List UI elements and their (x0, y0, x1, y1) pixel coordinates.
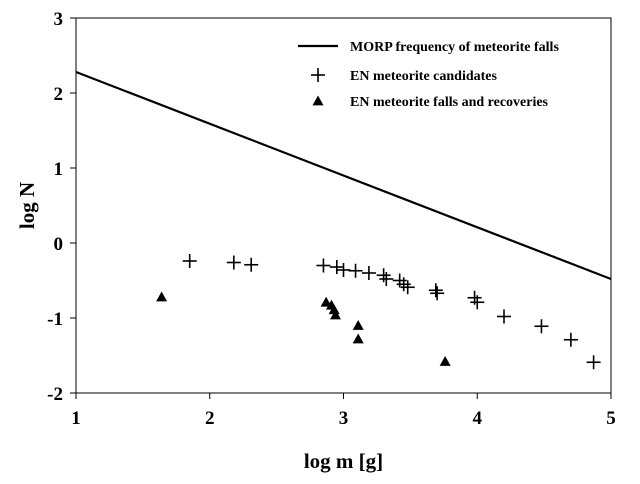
candidate-point (244, 257, 259, 272)
fall-point (352, 320, 364, 330)
candidate-point (226, 255, 241, 270)
fall-point (329, 309, 341, 320)
candidate-point (361, 266, 376, 280)
candidate-point (348, 263, 363, 278)
fall-point (320, 296, 332, 307)
legend-item: EN meteorite falls and recoveries (312, 95, 549, 110)
y-tick-label: 0 (54, 234, 64, 255)
candidate-point (430, 286, 445, 301)
candidate-point (534, 319, 549, 334)
legend-plus-swatch (311, 68, 325, 82)
candidate-point (428, 283, 443, 298)
candidate-point (336, 263, 351, 277)
y-tick-label: 3 (54, 9, 64, 30)
x-tick-label: 3 (339, 408, 349, 429)
candidate-point (497, 309, 511, 324)
candidate-point (316, 258, 331, 273)
x-tick-label: 5 (606, 408, 616, 429)
y-tick-label: 2 (54, 84, 64, 105)
candidate-point (182, 254, 197, 268)
y-tick-label: -2 (47, 384, 63, 405)
candidate-point (470, 295, 485, 310)
candidate-point (586, 355, 601, 370)
fall-point (328, 304, 340, 315)
candidate-point (563, 332, 578, 347)
fall-point (439, 356, 451, 366)
y-tick-label: 1 (54, 159, 64, 180)
x-tick-label: 2 (205, 408, 215, 429)
x-tick-label: 1 (71, 408, 81, 429)
legend-label: EN meteorite candidates (350, 69, 498, 84)
candidate-point (376, 268, 391, 283)
fall-point (156, 291, 168, 302)
morp-line (76, 70, 611, 281)
legend-label: MORP frequency of meteorite falls (350, 40, 559, 55)
candidate-point (396, 277, 411, 292)
y-axis-title: log N (15, 182, 39, 229)
plot-frame (75, 17, 612, 394)
candidate-point (392, 273, 407, 288)
x-axis-title: log m [g] (304, 449, 383, 473)
fall-point (352, 333, 364, 344)
legend-item: EN meteorite candidates (311, 68, 498, 84)
legend-item: MORP frequency of meteorite falls (298, 40, 559, 55)
candidate-point (379, 272, 394, 286)
x-tick-label: 4 (473, 408, 483, 429)
legend-label: EN meteorite falls and recoveries (350, 95, 549, 110)
candidate-point (329, 260, 344, 274)
y-tick-label: -1 (47, 309, 63, 330)
legend-triangle-swatch (312, 95, 324, 106)
candidate-point (400, 280, 415, 295)
